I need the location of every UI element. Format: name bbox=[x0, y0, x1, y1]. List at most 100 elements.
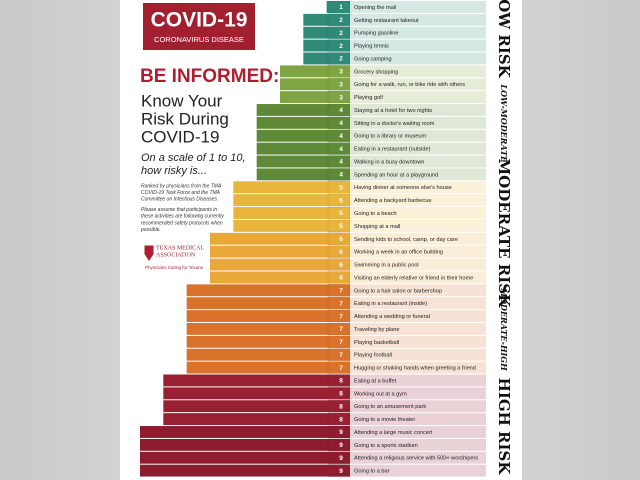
bar bbox=[186, 297, 350, 310]
heading-line: COVID-19 bbox=[141, 127, 219, 146]
activity-label: Going to an amusement park bbox=[354, 404, 426, 410]
activity-row bbox=[350, 91, 486, 104]
subtitle: CORONAVIRUS DISEASE bbox=[154, 35, 244, 44]
activity-label: Working out at a gym bbox=[354, 391, 407, 397]
note-line: Please assume that participants in bbox=[141, 207, 217, 213]
activity-label: Working a week in an office building bbox=[354, 250, 443, 256]
activity-row bbox=[350, 78, 486, 91]
activity-row bbox=[350, 258, 486, 271]
activity-row bbox=[350, 155, 486, 168]
risk-level-label: LOW RISK bbox=[495, 0, 513, 79]
note-line: Committee on Infectious Diseases. bbox=[141, 197, 218, 203]
bar bbox=[280, 91, 350, 104]
score-label: 7 bbox=[339, 326, 343, 333]
note-line: COVID-19 Task Force and the TMA bbox=[141, 190, 221, 196]
score-label: 2 bbox=[339, 17, 343, 24]
bar bbox=[186, 310, 350, 322]
logo-text: TEXAS MEDICAL bbox=[156, 245, 204, 251]
score-label: 3 bbox=[339, 94, 343, 101]
score-label: 4 bbox=[339, 146, 343, 153]
activity-row bbox=[350, 245, 486, 258]
score-label: 1 bbox=[339, 4, 343, 11]
title-box bbox=[143, 3, 255, 50]
score-label: 5 bbox=[339, 210, 343, 217]
activity-label: Going to a bar bbox=[354, 469, 390, 475]
activity-row bbox=[350, 400, 486, 413]
activity-label: Attending a backyard barbecue bbox=[354, 198, 431, 204]
activity-label: Going to a library or museum bbox=[354, 134, 426, 140]
activity-label: Going to a hair salon or barbershop bbox=[354, 288, 442, 294]
activity-label: Playing football bbox=[354, 353, 392, 359]
score-label: 4 bbox=[339, 133, 343, 140]
score-label: 9 bbox=[339, 455, 343, 462]
activity-label: Attending a large music concert bbox=[354, 430, 433, 436]
logo-tagline: Physicians Caring for Texans bbox=[145, 265, 204, 270]
score-label: 3 bbox=[339, 81, 343, 88]
activity-row bbox=[350, 194, 486, 207]
bar bbox=[163, 400, 350, 413]
activity-label: Playing tennis bbox=[354, 44, 389, 50]
bar bbox=[210, 232, 350, 245]
score-label: 8 bbox=[339, 378, 343, 385]
bar bbox=[140, 464, 350, 477]
score-label: 9 bbox=[339, 442, 343, 449]
activity-label: Having dinner at someone else's house bbox=[354, 185, 452, 191]
activity-label: Sending kids to school, camp, or day car… bbox=[354, 237, 458, 243]
activity-row bbox=[350, 129, 486, 142]
bar bbox=[303, 26, 350, 39]
activity-label: Attending a wedding or funeral bbox=[354, 314, 430, 320]
activity-label: Grocery shopping bbox=[354, 69, 398, 75]
bar bbox=[303, 52, 350, 65]
question-line: how risky is... bbox=[141, 165, 207, 177]
activity-row bbox=[350, 271, 486, 284]
bar bbox=[140, 426, 350, 438]
bar bbox=[186, 284, 350, 297]
bar bbox=[186, 335, 350, 348]
activity-label: Staying at a hotel for two nights bbox=[354, 108, 432, 114]
logo-icon bbox=[144, 245, 154, 261]
score-label: 4 bbox=[339, 172, 343, 179]
score-label: 2 bbox=[339, 56, 343, 63]
bar bbox=[256, 142, 350, 155]
activity-label: Eating in a restaurant (outside) bbox=[354, 147, 431, 153]
activity-row bbox=[350, 361, 486, 374]
activity-row bbox=[350, 65, 486, 78]
tma-logo bbox=[144, 245, 154, 261]
score-label: 4 bbox=[339, 120, 343, 127]
activity-row bbox=[350, 1, 486, 13]
score-label: 6 bbox=[339, 249, 343, 256]
activity-row bbox=[350, 207, 486, 219]
activity-row bbox=[350, 52, 486, 65]
bar bbox=[140, 451, 350, 464]
risk-level-label: MODERATE RISK bbox=[495, 159, 513, 309]
score-label: 2 bbox=[339, 43, 343, 50]
activity-label: Traveling by plane bbox=[354, 327, 400, 333]
activity-row bbox=[350, 39, 486, 52]
activity-label: Playing golf bbox=[354, 95, 383, 101]
activity-row bbox=[350, 142, 486, 155]
score-label: 7 bbox=[339, 339, 343, 346]
risk-level-label: MODERATE-HIGH bbox=[499, 287, 509, 371]
score-label: 6 bbox=[339, 262, 343, 269]
activity-label: Playing basketball bbox=[354, 340, 399, 346]
activity-label: Sitting in a doctor's waiting room bbox=[354, 121, 435, 127]
note-line: Ranked by physicians from the TMA bbox=[141, 183, 222, 189]
activity-label: Swimming in a public pool bbox=[354, 263, 419, 269]
score-label: 6 bbox=[339, 275, 343, 282]
activity-row bbox=[350, 348, 486, 361]
score-label: 5 bbox=[339, 223, 343, 230]
score-label: 3 bbox=[339, 69, 343, 76]
bar bbox=[303, 13, 350, 26]
bar bbox=[210, 245, 350, 258]
risk-level-label: HIGH RISK bbox=[495, 378, 513, 476]
activity-label: Spending an hour at a playground bbox=[354, 172, 438, 178]
heading-line: Know Your bbox=[141, 91, 223, 110]
bar bbox=[210, 258, 350, 271]
activity-label: Going camping bbox=[354, 56, 392, 62]
activity-row bbox=[350, 168, 486, 181]
activity-row bbox=[350, 451, 486, 464]
activity-row bbox=[350, 181, 486, 194]
risk-level-label: LOW-MODERATE bbox=[499, 83, 509, 163]
bar bbox=[186, 348, 350, 361]
